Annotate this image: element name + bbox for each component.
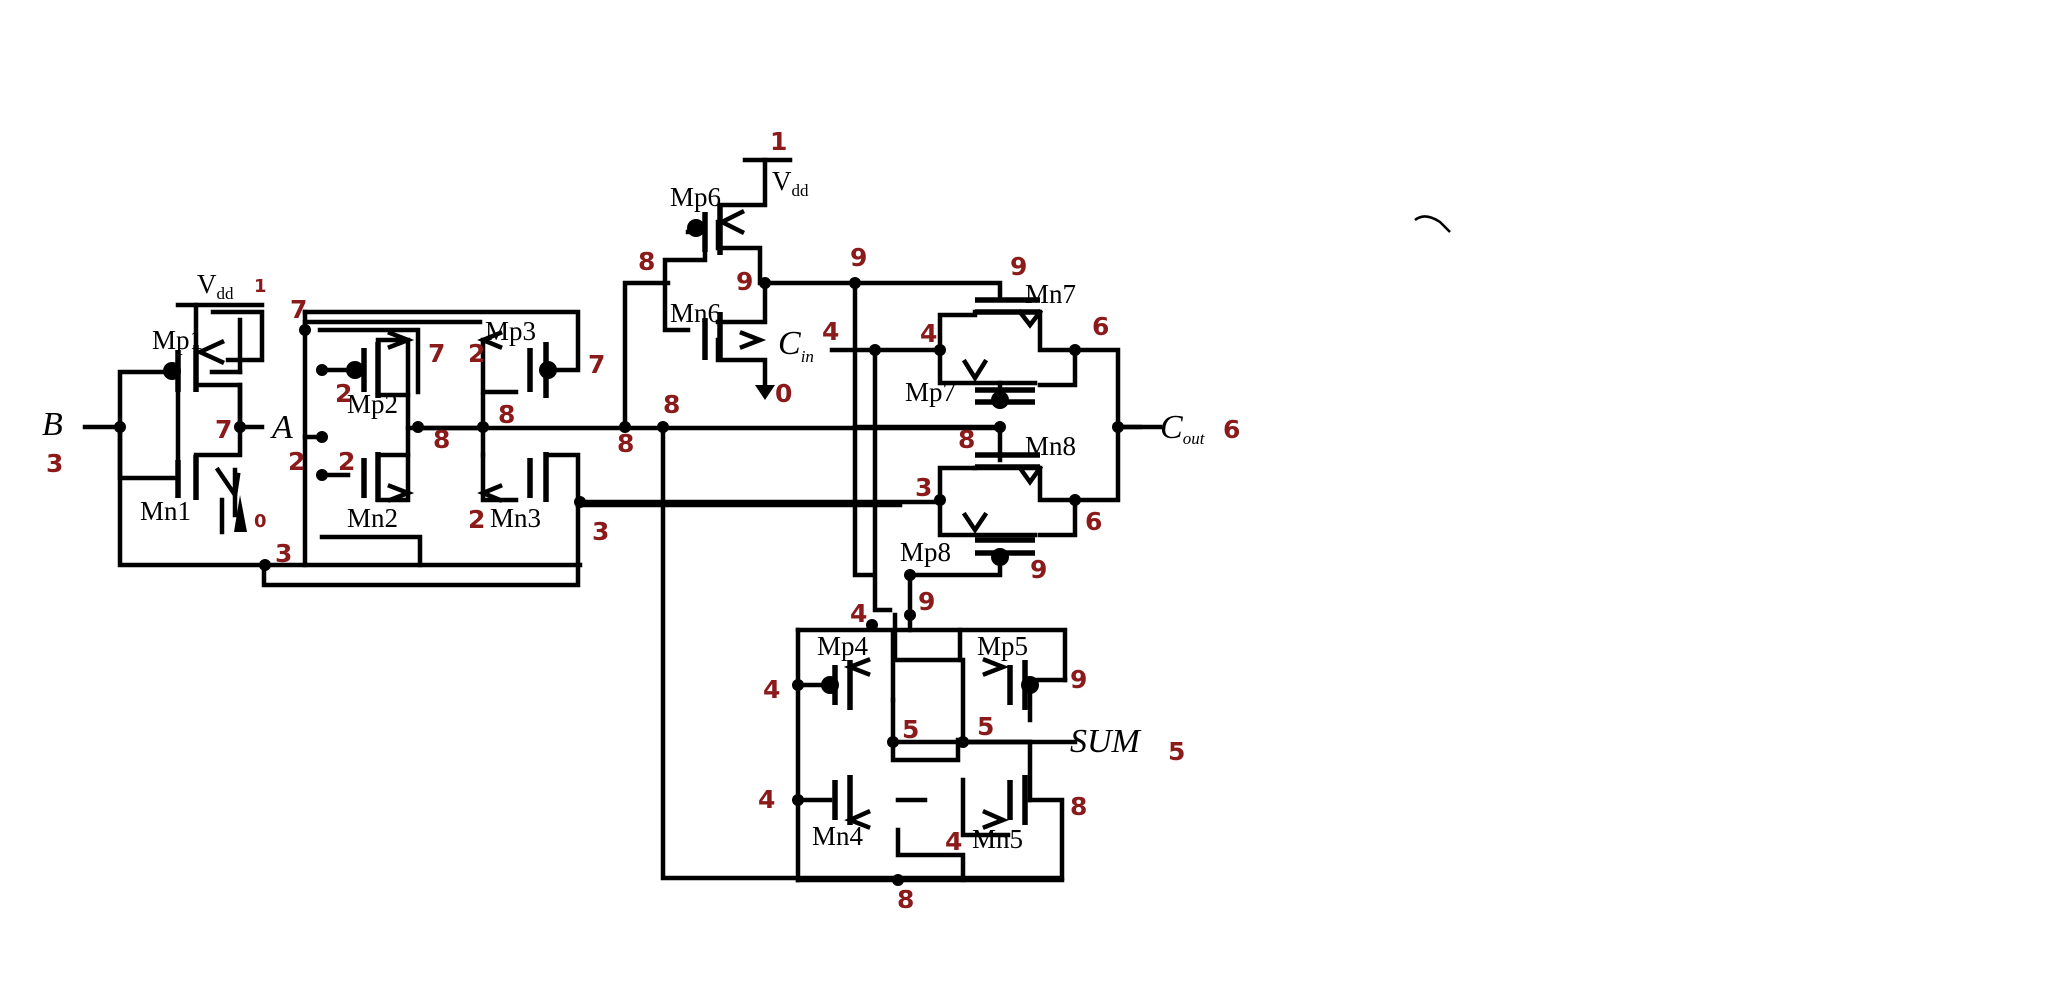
node-6-mn7: 6 bbox=[1092, 312, 1109, 341]
node-9-top: 9 bbox=[850, 243, 867, 272]
label-mp7: Mp7 bbox=[905, 377, 956, 407]
node-2-mp3: 2 bbox=[468, 339, 485, 368]
label-mp2: Mp2 bbox=[347, 389, 398, 419]
node-7-mp3: 7 bbox=[588, 350, 605, 379]
vdd-left: Vdd bbox=[197, 269, 234, 303]
node-4-mn5: 4 bbox=[945, 827, 962, 856]
node-5-right: 5 bbox=[977, 712, 994, 741]
label-mn7: Mn7 bbox=[1025, 279, 1076, 309]
node-3-b: 3 bbox=[46, 449, 63, 478]
signal-b: B bbox=[42, 406, 63, 443]
node-9-mp8: 9 bbox=[1030, 555, 1047, 584]
node-8-mp6: 8 bbox=[638, 247, 655, 276]
node-0-mn1: 0 bbox=[254, 511, 267, 532]
junction-dots bbox=[114, 219, 1124, 886]
node-7-top: 7 bbox=[290, 295, 307, 324]
node-8-bus-a: 8 bbox=[617, 429, 634, 458]
node-8-bot: 8 bbox=[897, 885, 914, 914]
label-mn3: Mn3 bbox=[490, 503, 541, 533]
label-mp6: Mp6 bbox=[670, 182, 721, 212]
node-2-a: 2 bbox=[288, 447, 305, 476]
label-mp3: Mp3 bbox=[485, 316, 536, 346]
signal-cout: Cout bbox=[1160, 409, 1206, 448]
node-9-mp6: 9 bbox=[736, 267, 753, 296]
signal-sum: SUM bbox=[1070, 723, 1142, 760]
transistor-arrows bbox=[194, 208, 1044, 830]
node-4-cin: 4 bbox=[822, 317, 839, 346]
node-2-mn2: 2 bbox=[338, 447, 355, 476]
label-mp1: Mp1 bbox=[152, 325, 203, 355]
label-mp8: Mp8 bbox=[900, 537, 951, 567]
node-5-left: 5 bbox=[902, 715, 919, 744]
node-8-bus-b: 8 bbox=[663, 390, 680, 419]
node-8-mp2: 8 bbox=[433, 425, 450, 454]
stray-mark bbox=[1414, 215, 1451, 233]
node-9-mp5: 9 bbox=[1070, 665, 1087, 694]
wires bbox=[82, 157, 1163, 883]
signal-cin: Cin bbox=[778, 325, 814, 366]
node-3-mn8: 3 bbox=[915, 473, 932, 502]
node-8-mid: 8 bbox=[958, 425, 975, 454]
node-2-mp2: 2 bbox=[335, 379, 352, 408]
node-3-mn3: 3 bbox=[592, 517, 609, 546]
node-6-cout: 6 bbox=[1223, 415, 1240, 444]
node-9-mp4top: 9 bbox=[918, 587, 935, 616]
label-mp4: Mp4 bbox=[817, 631, 869, 661]
node-7-mp2: 7 bbox=[428, 339, 445, 368]
label-mn2: Mn2 bbox=[347, 503, 398, 533]
label-mp5: Mp5 bbox=[977, 631, 1028, 661]
label-mn6: Mn6 bbox=[670, 298, 721, 328]
label-mn4: Mn4 bbox=[812, 821, 864, 851]
node-4-mp4: 4 bbox=[763, 675, 780, 704]
node-2-mn3: 2 bbox=[468, 505, 485, 534]
node-7-mid: 7 bbox=[215, 415, 232, 444]
node-4-mn4: 4 bbox=[758, 785, 775, 814]
node-numbers: 1 7 7 2 7 2 8 8 7 2 2 2 0 3 3 3 1 8 9 9 … bbox=[46, 127, 1240, 914]
node-4-mp4top: 4 bbox=[850, 599, 867, 628]
label-mn5: Mn5 bbox=[972, 824, 1023, 854]
vdd-top: Vdd bbox=[772, 166, 809, 200]
transistor-labels: Mp1 Mn1 Mp2 Mn2 Mp3 Mn3 Mp6 Mn6 Mn7 Mp7 … bbox=[140, 182, 1076, 854]
signal-labels: B A Cin Cout SUM Vdd Vdd bbox=[42, 166, 1206, 760]
signal-a: A bbox=[270, 409, 293, 446]
node-6-mn8: 6 bbox=[1085, 507, 1102, 536]
node-9-mn7: 9 bbox=[1010, 252, 1027, 281]
node-8-mp3: 8 bbox=[498, 400, 515, 429]
node-8-mn5: 8 bbox=[1070, 792, 1087, 821]
label-mn1: Mn1 bbox=[140, 496, 191, 526]
label-mn8: Mn8 bbox=[1025, 431, 1076, 461]
node-0-mn6: 0 bbox=[775, 379, 792, 408]
node-5-sum: 5 bbox=[1168, 737, 1185, 766]
node-1-vdd-left: 1 bbox=[254, 276, 267, 297]
node-4-mn7: 4 bbox=[920, 319, 937, 348]
node-3-bot: 3 bbox=[275, 539, 292, 568]
node-1-vdd-top: 1 bbox=[770, 127, 787, 156]
